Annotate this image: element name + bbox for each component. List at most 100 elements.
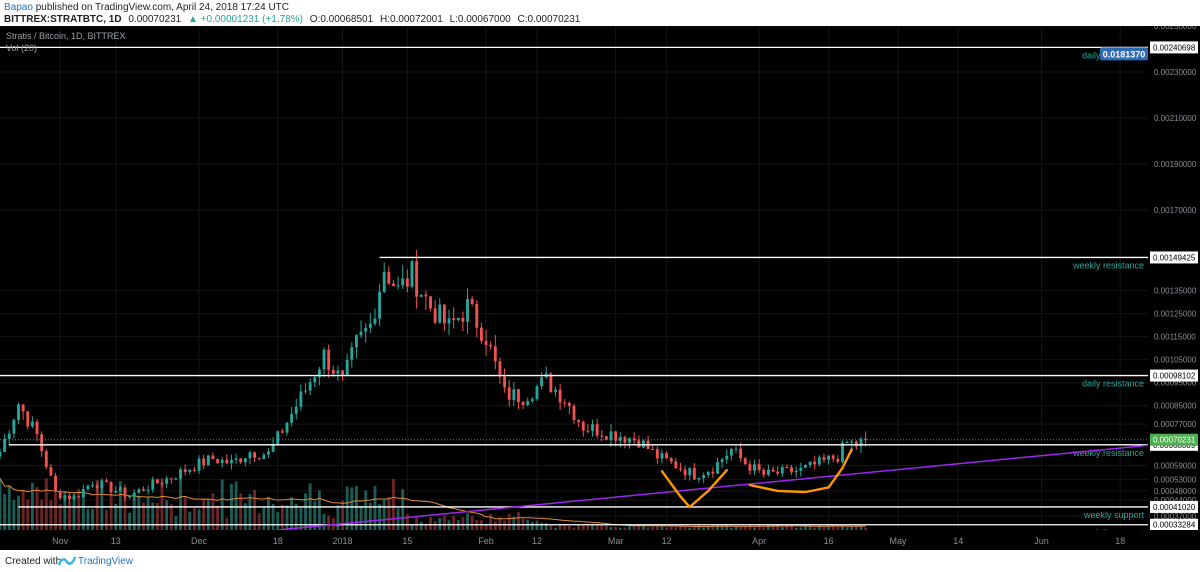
volume-bar [174, 515, 178, 530]
volume-bar [382, 500, 386, 530]
time-tick-label: Nov [52, 536, 69, 546]
price-axis[interactable]: 0.00250000 0.00230000 0.00210000 0.00190000… [1100, 26, 1200, 550]
low-value: L:0.00067000 [449, 14, 511, 25]
volume-bar [609, 526, 613, 530]
volume-bar [322, 513, 326, 530]
time-axis[interactable]: Nov 13 Dec 18 2018 15 Feb 12 Mar 12 Apr 16 May 14 Jun 1… [0, 530, 1200, 550]
volume-bar [49, 500, 53, 530]
volume-bar [517, 512, 520, 530]
candle-body [317, 369, 321, 378]
candle-body [604, 436, 608, 440]
candle-body [202, 458, 206, 466]
volume-bar [651, 526, 655, 530]
volume-bar [137, 495, 141, 530]
volume-bar [26, 499, 30, 530]
level-note: weekly resistance [1072, 448, 1144, 458]
volume-bar [470, 515, 474, 530]
volume-bar [81, 496, 85, 530]
volume-bar [373, 486, 377, 530]
level-price-label: 0.00240698 [1153, 43, 1196, 52]
candle-body [405, 278, 409, 287]
candle-body [549, 373, 553, 392]
candle-body [392, 283, 395, 287]
volume-bar [841, 525, 844, 530]
price-tick-label: 0.00048000 [1154, 487, 1197, 496]
candle-body [387, 271, 391, 284]
support-trendline[interactable] [277, 444, 1149, 531]
candle-body [142, 489, 145, 491]
candle-body [350, 347, 354, 360]
volume-bar [493, 521, 497, 530]
tradingview-brand[interactable]: TradingView [78, 556, 134, 567]
volume-bar [864, 527, 868, 530]
volume-bar [44, 478, 48, 530]
candle-body [841, 442, 844, 462]
candle-body [0, 451, 2, 457]
candle-body [729, 448, 733, 456]
candle-body [804, 465, 807, 468]
volume-bar [424, 523, 428, 530]
volume-bar [498, 517, 502, 530]
volume-bar [378, 504, 382, 530]
volume-bar [618, 527, 622, 530]
volume-bar [183, 496, 187, 530]
time-tick-label: Mar [608, 536, 624, 546]
candle-body [692, 468, 696, 480]
volume-bar [674, 527, 678, 530]
price-axis-bg [1148, 26, 1200, 550]
volume-bar [294, 503, 298, 530]
close-value: C:0.00070231 [517, 14, 581, 25]
volume-bar [262, 507, 266, 530]
candle-body [554, 389, 557, 392]
candle-body [563, 402, 567, 404]
volume-bar [567, 525, 571, 530]
level-price-tag [1150, 251, 1198, 264]
candle-body [415, 261, 419, 297]
candle-body [484, 340, 488, 345]
time-tick-label: Jun [1034, 536, 1049, 546]
volume-bars [0, 478, 868, 530]
candle-body [572, 405, 576, 421]
candle-body [58, 491, 62, 499]
candle-body [790, 467, 793, 473]
volume-bar [280, 504, 284, 530]
volume-bar [461, 517, 465, 530]
current-price-tag [1150, 433, 1198, 446]
volume-bar [192, 508, 196, 530]
candle-body [137, 489, 141, 493]
candle-body [230, 460, 233, 464]
volume-bar [317, 490, 321, 530]
candle-body [526, 401, 530, 406]
candle-body [651, 448, 655, 450]
candle-body [530, 399, 534, 402]
candle-body [854, 441, 858, 447]
candle-body [489, 344, 493, 347]
level-price-tag [1150, 500, 1198, 513]
volume-bar [780, 526, 784, 530]
volume-bar [355, 486, 358, 530]
candle-body [859, 438, 863, 447]
author-link[interactable]: Bapao [4, 2, 33, 13]
volume-bar [512, 516, 516, 530]
volume-bar [720, 525, 724, 530]
volume-bar [100, 485, 104, 530]
candle-body [86, 485, 90, 490]
volume-bar [253, 489, 257, 530]
candle-body [581, 421, 585, 431]
volume-bar [623, 527, 627, 530]
candle-body [192, 469, 196, 471]
volume-bar [169, 504, 173, 530]
volume-bar [105, 509, 108, 530]
candle-body [331, 369, 335, 374]
candle-body [711, 471, 715, 474]
candle-body [378, 291, 382, 319]
volume-bar [304, 493, 307, 530]
volume-bar [146, 496, 150, 530]
candle-body [179, 469, 182, 479]
candle-body [493, 346, 497, 362]
candle-body [503, 376, 506, 388]
candle-body [285, 422, 289, 433]
candle-body [766, 469, 770, 475]
crosshair-badge [1100, 47, 1148, 61]
